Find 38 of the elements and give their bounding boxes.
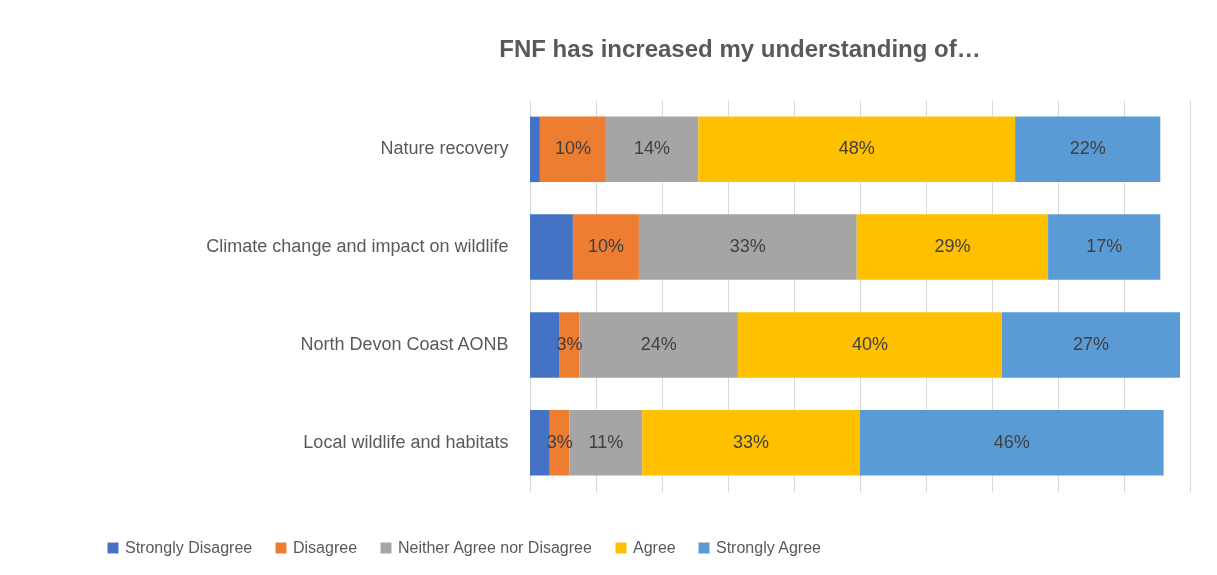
data-label: 17% bbox=[1086, 236, 1123, 257]
bar bbox=[1015, 116, 1161, 183]
data-label: 40% bbox=[851, 333, 888, 354]
bar bbox=[856, 214, 1049, 280]
data-label: 14% bbox=[634, 138, 671, 159]
y-tick-label: Local wildlife and habitats bbox=[303, 431, 509, 452]
bar bbox=[642, 409, 860, 476]
data-label: 10% bbox=[554, 138, 591, 159]
bar bbox=[539, 116, 606, 183]
y-tick-label: Climate change and impact on wildlife bbox=[206, 236, 509, 257]
bar bbox=[530, 116, 540, 183]
data-label: 10% bbox=[587, 236, 624, 257]
data-label: 22% bbox=[1069, 138, 1106, 159]
legend-label: Agree bbox=[633, 539, 676, 556]
data-label: 29% bbox=[934, 236, 971, 257]
y-tick-label: North Devon Coast AONB bbox=[300, 333, 509, 354]
data-label: 46% bbox=[993, 431, 1030, 452]
legend-label: Disagree bbox=[293, 539, 358, 556]
bar bbox=[860, 409, 1164, 476]
bar bbox=[605, 116, 699, 183]
data-label: 24% bbox=[640, 333, 677, 354]
data-label: 11% bbox=[588, 431, 624, 452]
bar bbox=[1048, 214, 1161, 280]
legend-label: Strongly Agree bbox=[716, 539, 822, 556]
chart-title: FNF has increased my understanding of… bbox=[499, 35, 981, 62]
data-label: 48% bbox=[838, 138, 875, 159]
legend-label: Strongly Disagree bbox=[125, 539, 253, 556]
bar bbox=[530, 214, 573, 280]
bar bbox=[698, 116, 1016, 183]
data-label: 33% bbox=[729, 236, 766, 257]
bar bbox=[1001, 312, 1181, 378]
bar bbox=[638, 214, 857, 280]
data-label: 33% bbox=[733, 431, 770, 452]
y-tick-label: Nature recovery bbox=[380, 138, 509, 159]
bar bbox=[737, 312, 1002, 378]
data-label: 27% bbox=[1072, 333, 1110, 354]
bar bbox=[572, 214, 639, 280]
legend-label: Neither Agree nor Disagree bbox=[398, 539, 592, 556]
